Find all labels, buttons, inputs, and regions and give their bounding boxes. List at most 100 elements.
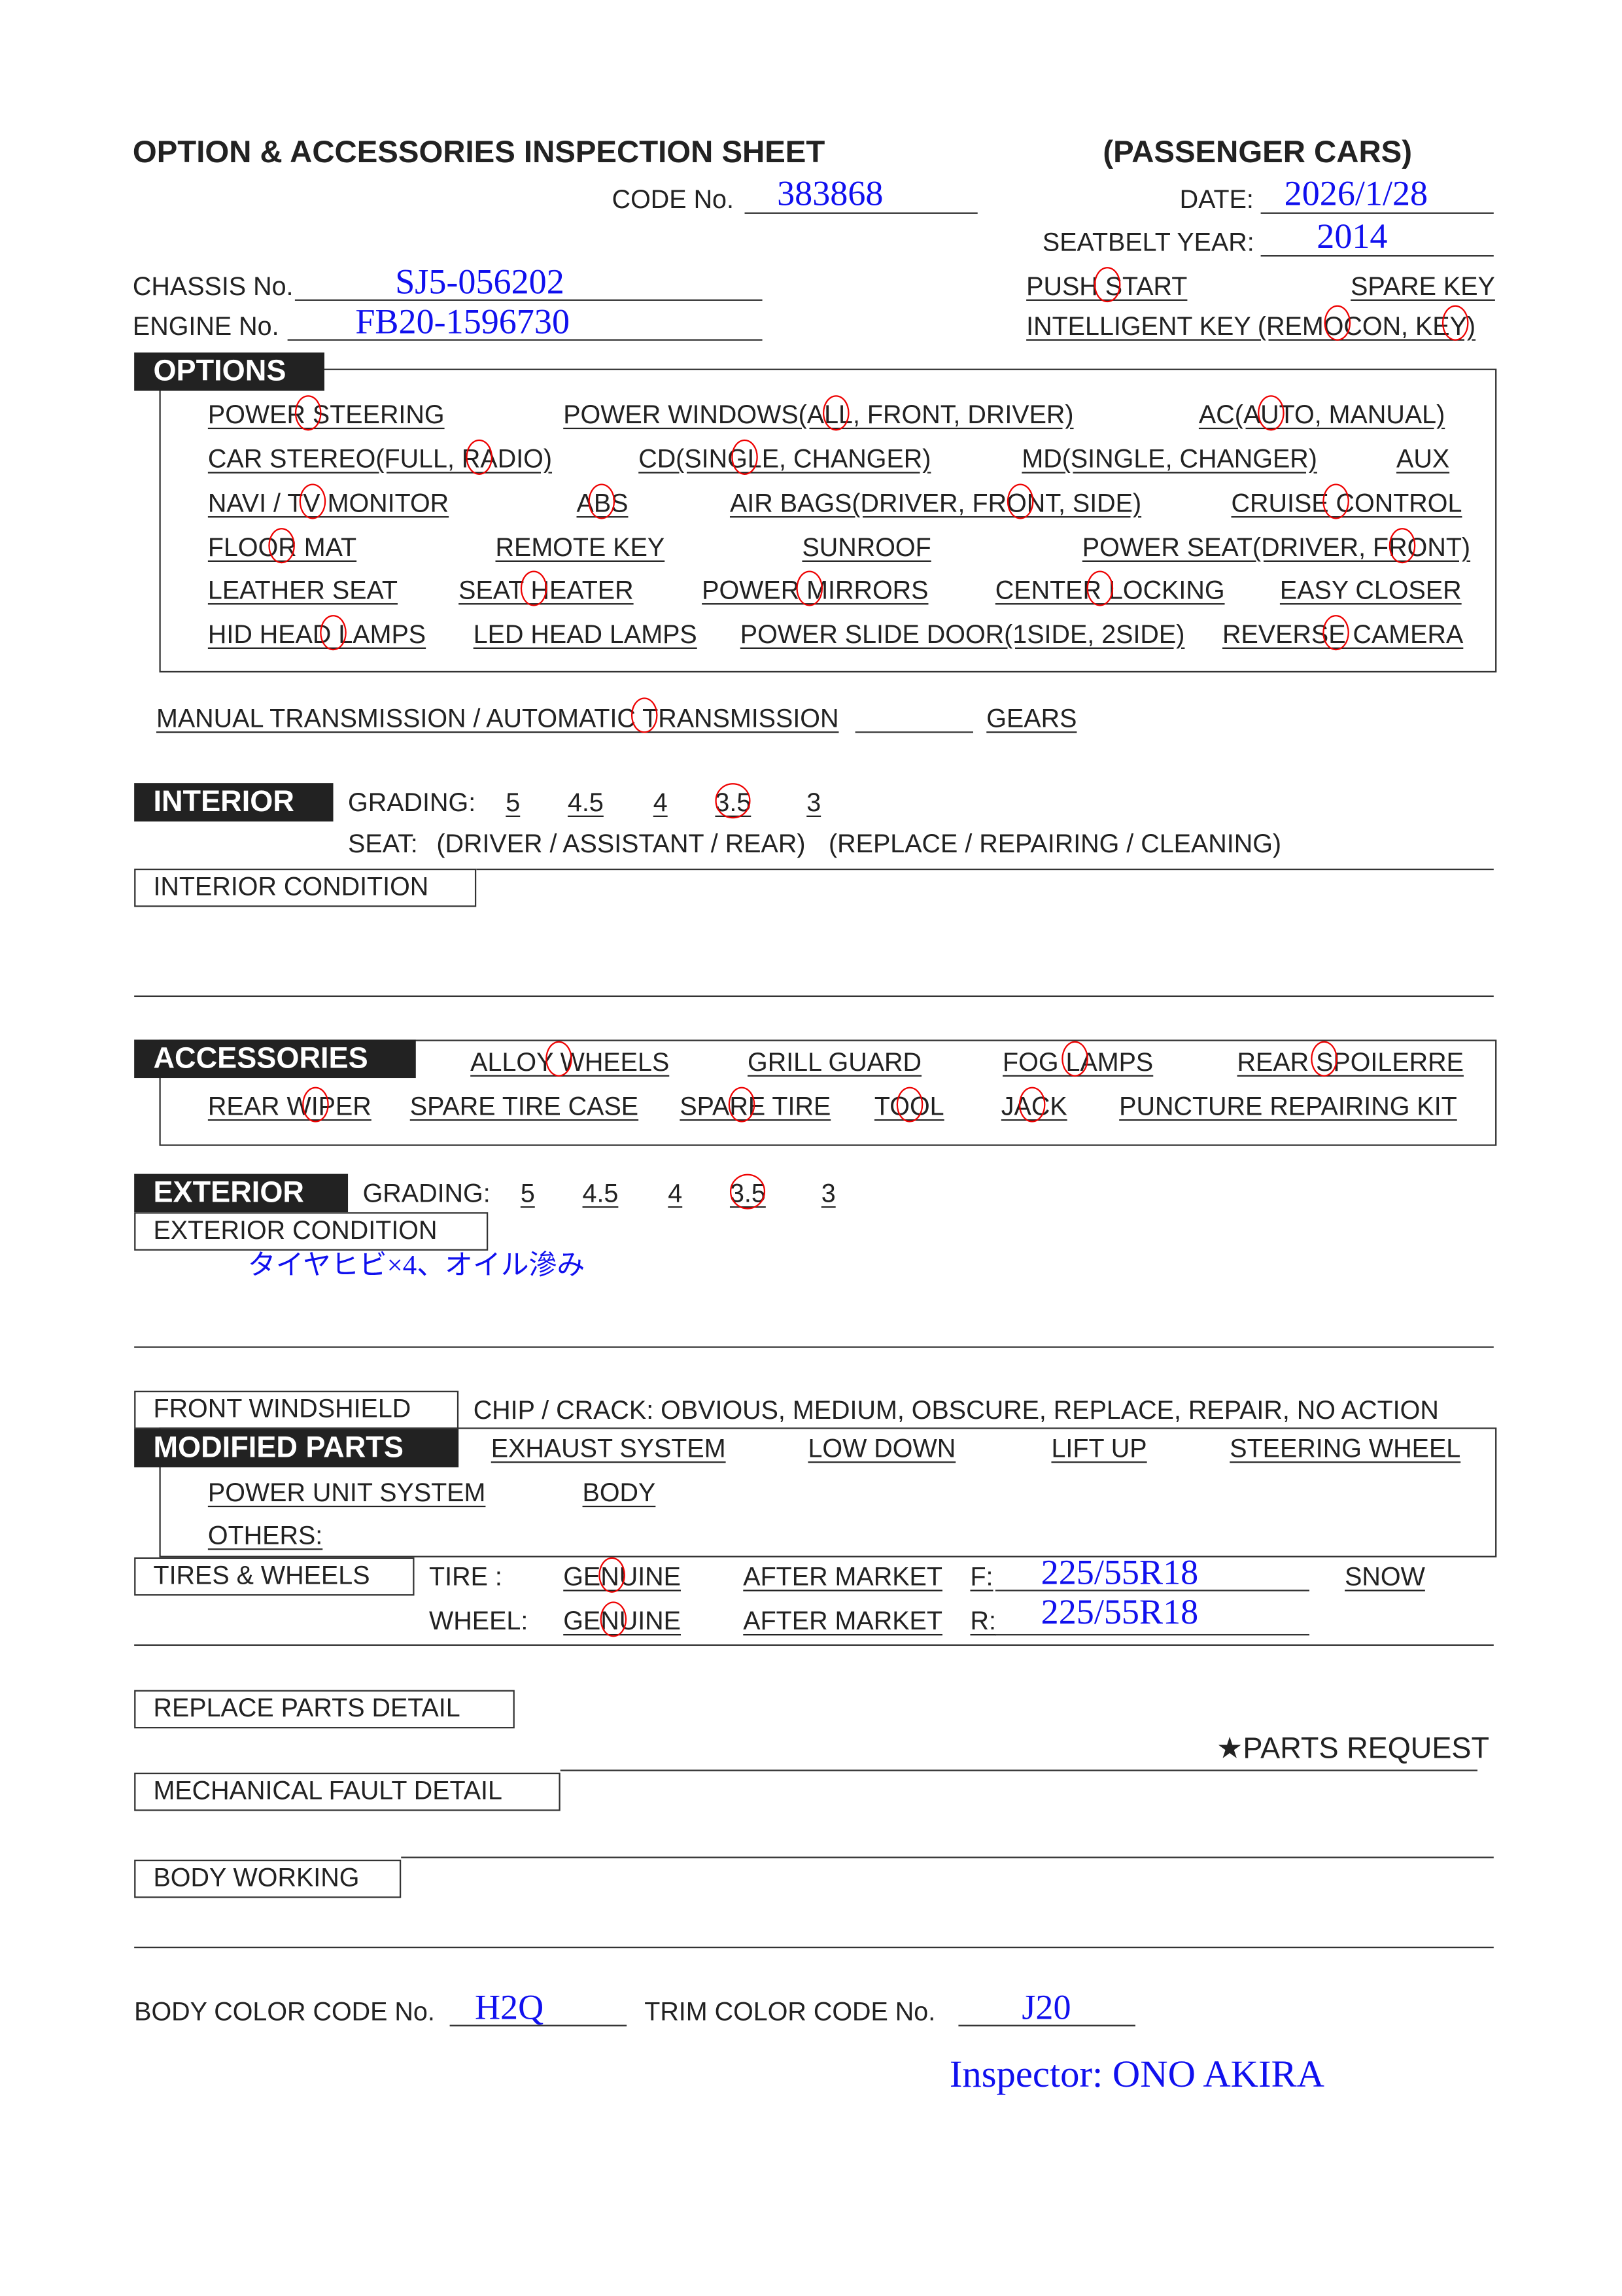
tire-after-market[interactable]: AFTER MARKET xyxy=(743,1561,942,1592)
interior-grade-5[interactable]: 5 xyxy=(506,787,521,817)
modified-parts-box xyxy=(159,1427,1497,1557)
selection-circle-mark xyxy=(823,395,850,431)
wheel-after-market[interactable]: AFTER MARKET xyxy=(743,1606,942,1636)
option-navi-tv[interactable]: NAVI / TV MONITOR xyxy=(207,488,449,518)
option-hid-head-lamps[interactable]: HID HEAD LAMPS xyxy=(207,619,426,649)
selection-circle-mark xyxy=(294,395,322,431)
option-remote-key[interactable]: REMOTE KEY xyxy=(495,532,665,562)
option-air-bags[interactable]: AIR BAGS(DRIVER, FRONT, SIDE) xyxy=(729,488,1142,518)
modified-steering-wheel[interactable]: STEERING WHEEL xyxy=(1230,1433,1461,1463)
date-value[interactable]: 2026/1/28 xyxy=(1284,175,1428,214)
option-power-slide-door[interactable]: POWER SLIDE DOOR(1SIDE, 2SIDE) xyxy=(740,619,1185,649)
exterior-heading: EXTERIOR xyxy=(134,1174,349,1213)
engine-value[interactable]: FB20-1596730 xyxy=(355,304,570,343)
seatbelt-value[interactable]: 2014 xyxy=(1317,218,1388,257)
interior-grade-3[interactable]: 3 xyxy=(806,787,821,817)
exterior-grade-3[interactable]: 3 xyxy=(821,1178,836,1208)
selection-circle-mark xyxy=(1322,483,1349,519)
interior-condition-label: INTERIOR CONDITION xyxy=(134,868,477,907)
selection-circle-mark xyxy=(1258,395,1285,431)
accessories-heading: ACCESSORIES xyxy=(134,1039,416,1079)
options-box xyxy=(159,368,1497,673)
selection-circle-mark xyxy=(520,570,547,606)
modified-power-unit-system[interactable]: POWER UNIT SYSTEM xyxy=(207,1478,486,1508)
body-color-label: BODY COLOR CODE No. xyxy=(134,1996,435,2026)
sheet-title: OPTION & ACCESSORIES INSPECTION SHEET xyxy=(132,135,825,170)
parts-request-label: ★PARTS REQUEST xyxy=(1216,1733,1490,1765)
selection-circle-mark xyxy=(302,1087,329,1122)
code-value[interactable]: 383868 xyxy=(777,175,884,214)
engine-label: ENGINE No. xyxy=(132,311,279,341)
selection-circle-mark xyxy=(600,1601,627,1637)
seat-positions: (DRIVER / ASSISTANT / REAR) xyxy=(436,829,806,859)
exterior-condition-note[interactable]: タイヤヒビ×4、オイル滲み xyxy=(247,1250,585,1282)
exterior-grade-5[interactable]: 5 xyxy=(520,1178,535,1208)
option-led-head-lamps[interactable]: LED HEAD LAMPS xyxy=(473,619,697,649)
selection-circle-mark xyxy=(1324,305,1351,341)
accessory-puncture-kit[interactable]: PUNCTURE REPAIRING KIT xyxy=(1119,1091,1457,1121)
selection-circle-mark xyxy=(1018,1087,1046,1122)
option-cd[interactable]: CD(SINGLE, CHANGER) xyxy=(638,444,931,474)
tire-rear-size[interactable]: 225/55R18 xyxy=(1041,1594,1199,1633)
option-aux[interactable]: AUX xyxy=(1396,444,1450,474)
accessory-rear-wiper[interactable]: REAR WIPER xyxy=(207,1091,371,1121)
selection-circle-mark xyxy=(466,439,493,475)
divider xyxy=(476,868,1494,871)
accessory-spare-tire[interactable]: SPARE TIRE xyxy=(680,1091,831,1121)
modified-lift-up[interactable]: LIFT UP xyxy=(1051,1433,1147,1463)
spare-key-option[interactable]: SPARE KEY xyxy=(1351,271,1495,301)
selection-circle-mark xyxy=(598,1557,625,1593)
modified-exhaust-system[interactable]: EXHAUST SYSTEM xyxy=(491,1433,726,1463)
gears-field[interactable]: GEARS xyxy=(986,703,1077,733)
transmission-line xyxy=(855,731,973,733)
tire-snow[interactable]: SNOW xyxy=(1345,1561,1425,1592)
option-car-stereo[interactable]: CAR STEREO(FULL, RADIO) xyxy=(207,444,553,474)
selection-circle-mark xyxy=(1086,570,1114,606)
modified-others[interactable]: OTHERS: xyxy=(207,1520,323,1550)
selection-circle-mark xyxy=(1322,615,1349,651)
trim-color-value[interactable]: J20 xyxy=(1022,1989,1071,2028)
body-color-value[interactable]: H2Q xyxy=(474,1989,544,2028)
trim-color-label: TRIM COLOR CODE No. xyxy=(644,1996,936,2026)
exterior-condition-label: EXTERIOR CONDITION xyxy=(134,1212,489,1251)
exterior-grading-label: GRADING: xyxy=(362,1178,491,1208)
interior-grade-4-5[interactable]: 4.5 xyxy=(567,787,604,817)
selection-circle-mark xyxy=(1441,305,1469,341)
selection-circle-mark xyxy=(715,783,751,819)
accessory-spare-tire-case[interactable]: SPARE TIRE CASE xyxy=(409,1091,639,1121)
tire-front-size[interactable]: 225/55R18 xyxy=(1041,1554,1199,1593)
option-sunroof[interactable]: SUNROOF xyxy=(802,532,931,562)
windshield-options: CHIP / CRACK: OBVIOUS, MEDIUM, OBSCURE, … xyxy=(473,1395,1439,1425)
modified-low-down[interactable]: LOW DOWN xyxy=(808,1433,956,1463)
body-working-label: BODY WORKING xyxy=(134,1859,402,1898)
accessory-rear-spoiler[interactable]: REAR SPOILERRE xyxy=(1237,1047,1464,1077)
accessory-grill-guard[interactable]: GRILL GUARD xyxy=(748,1047,922,1077)
option-power-windows[interactable]: POWER WINDOWS(ALL, FRONT, DRIVER) xyxy=(563,399,1074,430)
code-label: CODE No. xyxy=(612,184,734,214)
modified-body[interactable]: BODY xyxy=(582,1478,656,1508)
exterior-grade-4-5[interactable]: 4.5 xyxy=(582,1178,619,1208)
transmission-option[interactable]: MANUAL TRANSMISSION / AUTOMATIC TRANSMIS… xyxy=(156,703,839,733)
option-leather-seat[interactable]: LEATHER SEAT xyxy=(207,575,398,605)
rear-size-line xyxy=(995,1633,1309,1636)
option-power-steering[interactable]: POWER STEERING xyxy=(207,399,445,430)
engine-line xyxy=(287,339,763,341)
selection-circle-mark xyxy=(896,1087,923,1122)
selection-circle-mark xyxy=(728,1087,755,1122)
seat-label: SEAT: xyxy=(348,829,418,859)
selection-circle-mark xyxy=(1007,483,1034,519)
intelligent-key-option[interactable]: INTELLIGENT KEY (REMOCON, KEY) xyxy=(1026,311,1476,341)
mechanical-fault-label: MECHANICAL FAULT DETAIL xyxy=(134,1772,561,1811)
date-label: DATE: xyxy=(1179,184,1254,214)
selection-circle-mark xyxy=(731,439,758,475)
chassis-label: CHASSIS No. xyxy=(132,271,294,301)
chassis-value[interactable]: SJ5-056202 xyxy=(395,264,564,303)
interior-grade-4[interactable]: 4 xyxy=(653,787,668,817)
exterior-grade-4[interactable]: 4 xyxy=(668,1178,683,1208)
option-easy-closer[interactable]: EASY CLOSER xyxy=(1279,575,1462,605)
selection-circle-mark xyxy=(268,528,295,564)
replace-parts-label: REPLACE PARTS DETAIL xyxy=(134,1690,515,1729)
trim-color-line xyxy=(958,2025,1135,2026)
option-md[interactable]: MD(SINGLE, CHANGER) xyxy=(1022,444,1317,474)
option-ac[interactable]: AC(AUTO, MANUAL) xyxy=(1198,399,1445,430)
